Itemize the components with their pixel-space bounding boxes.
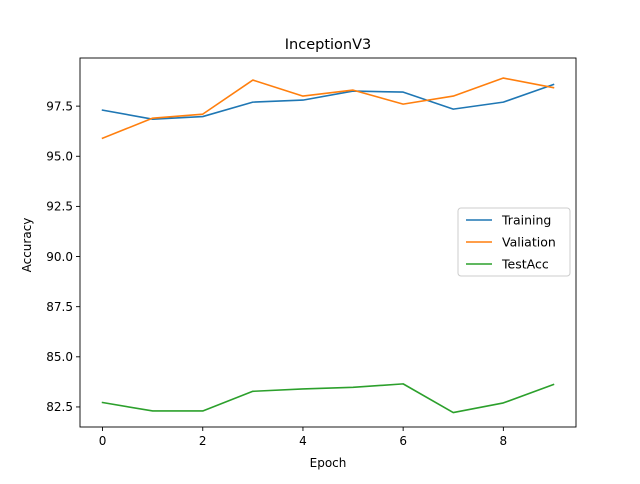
legend-label-testacc: TestAcc bbox=[501, 257, 549, 272]
x-tick-label: 0 bbox=[99, 434, 107, 448]
y-tick-label: 95.0 bbox=[46, 150, 73, 164]
y-axis-label: Accuracy bbox=[20, 218, 34, 273]
y-tick-label: 82.5 bbox=[46, 400, 73, 414]
legend-label-training: Training bbox=[501, 213, 551, 228]
series-line-testacc bbox=[101, 383, 555, 414]
legend-box bbox=[457, 207, 571, 277]
legend: Training Valiation TestAcc bbox=[457, 207, 571, 277]
y-tick-label: 85.0 bbox=[46, 350, 73, 364]
y-tick-label: 92.5 bbox=[46, 200, 73, 214]
x-tick-label: 2 bbox=[199, 434, 207, 448]
y-tick-label: 97.5 bbox=[46, 99, 73, 113]
x-tick-label: 8 bbox=[500, 434, 508, 448]
y-tick-label: 90.0 bbox=[46, 250, 73, 264]
x-tick-label: 6 bbox=[399, 434, 407, 448]
legend-label-valiation: Valiation bbox=[502, 235, 556, 250]
y-tick-label: 87.5 bbox=[46, 300, 73, 314]
series-line-training bbox=[101, 83, 555, 120]
axes-frame bbox=[79, 57, 577, 428]
plot-area: 0 2 4 6 8 82.5 85.0 87.5 90.0 92.5 95.0 97.5 bbox=[46, 57, 577, 448]
x-axis-label: Epoch bbox=[310, 456, 347, 470]
chart-title: InceptionV3 bbox=[285, 37, 371, 53]
x-tick-label: 4 bbox=[299, 434, 307, 448]
series-line-valiation bbox=[101, 77, 555, 140]
